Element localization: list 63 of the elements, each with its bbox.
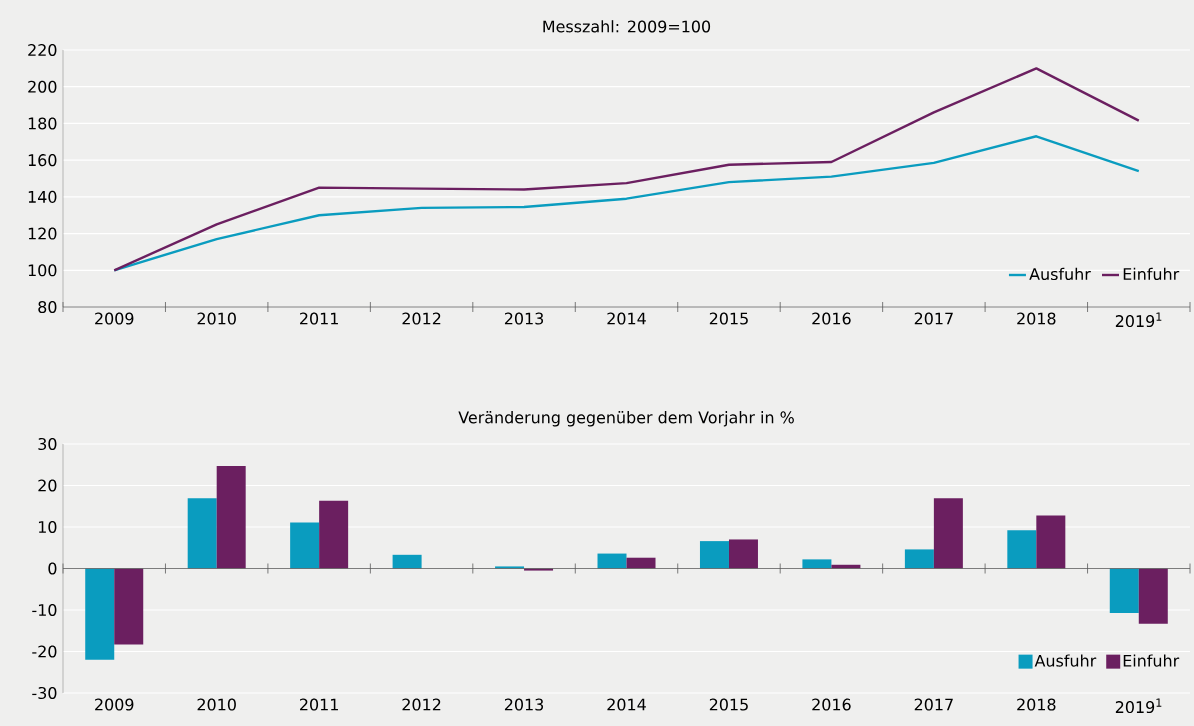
y-tick-label: 180	[28, 117, 57, 130]
y-tick-label: 80	[38, 300, 57, 314]
x-tick-label: 2016	[812, 698, 851, 711]
x-tick-label: 2014	[607, 312, 646, 325]
x-tick-label: 2017	[914, 312, 953, 325]
bar	[933, 498, 963, 569]
x-tick-label: 2013	[504, 698, 544, 711]
x-tick-label: 2009	[95, 312, 134, 325]
legend-label: Einfuhr	[1123, 654, 1180, 667]
bar	[597, 553, 627, 569]
y-tick-label: 140	[28, 190, 57, 203]
chart-title: Messzahl: 2009=100	[543, 20, 711, 33]
bar	[216, 466, 246, 569]
y-tick-label: 0	[48, 562, 57, 575]
x-tick-label: 2016	[812, 312, 851, 325]
y-tick-label: -20	[32, 645, 57, 658]
chart-title: Veränderung gegenüber dem Vorjahr in %	[458, 411, 794, 427]
y-tick-label: 10	[38, 520, 57, 534]
y-tick-label: 120	[28, 227, 57, 240]
bar	[524, 568, 554, 571]
y-tick-label: 160	[28, 154, 57, 167]
bar	[1109, 568, 1139, 613]
x-tick-label: 2015	[709, 312, 748, 325]
legend-label: Einfuhr	[1123, 267, 1180, 281]
x-tick-label: 2014	[607, 698, 646, 711]
x-tick-label: 2012	[402, 312, 441, 325]
y-tick-label: 100	[28, 264, 57, 277]
bar	[802, 559, 832, 569]
x-tick-label: 2009	[95, 698, 134, 711]
x-tick-label: 2010	[197, 312, 236, 325]
x-tick-label: 2013	[504, 312, 544, 325]
legend-label: Ausfuhr	[1029, 267, 1091, 281]
x-tick-label: 2019$^{1}$	[1115, 698, 1162, 714]
y-tick-label: 200	[28, 80, 57, 93]
bar	[1007, 530, 1037, 569]
x-tick-label: 2011	[300, 312, 338, 325]
y-tick-label: -10	[32, 603, 57, 617]
bar	[319, 500, 349, 569]
y-tick-label: 20	[38, 479, 57, 492]
x-tick-label: 2015	[709, 698, 748, 711]
bar	[1036, 515, 1066, 569]
bar	[114, 568, 144, 645]
bar	[699, 541, 729, 569]
bar	[1138, 568, 1168, 624]
bar	[728, 539, 758, 569]
x-tick-label: 2010	[197, 698, 236, 711]
x-tick-label: 2012	[402, 698, 441, 711]
bar	[290, 522, 320, 569]
bar	[495, 566, 525, 569]
x-tick-label: 2011	[300, 698, 338, 711]
bar	[187, 498, 217, 569]
bar	[85, 568, 115, 660]
x-tick-label: 2019$^{1}$	[1115, 312, 1162, 328]
y-tick-label: -30	[32, 686, 57, 700]
y-tick-label: 30	[38, 437, 57, 451]
bar	[904, 549, 934, 569]
legend-label: Ausfuhr	[1034, 654, 1097, 667]
x-tick-label: 2017	[914, 698, 953, 711]
bar	[626, 557, 656, 569]
x-tick-label: 2018	[1017, 698, 1056, 711]
y-tick-label: 220	[28, 43, 57, 57]
x-tick-label: 2018	[1017, 312, 1056, 325]
bar	[392, 554, 422, 569]
